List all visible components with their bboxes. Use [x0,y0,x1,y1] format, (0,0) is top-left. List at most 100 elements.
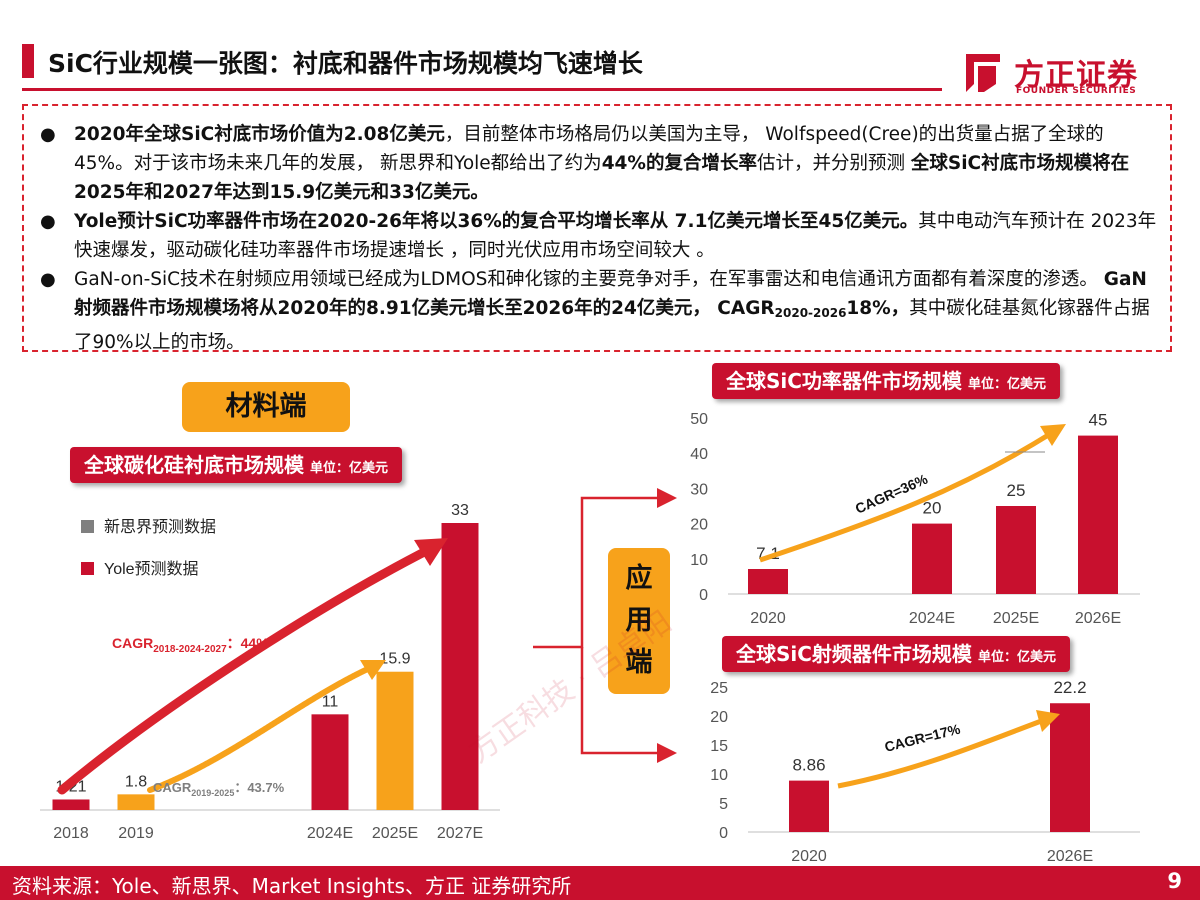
cagr-36-arrow [759,431,1052,563]
power-chart-title: 全球SiC功率器件市场规模 单位：亿美元 [712,363,1060,399]
cagr-36-label: CAGR=36% [853,470,931,516]
y-tick-label: 30 [690,481,708,498]
rf-device-chart: 0 5 10 15 20 25 8.86 2020 22.2 2026E [710,678,1140,865]
x-tick-label: 2020 [791,848,827,865]
page-number: 9 [1167,869,1182,893]
data-label: 11 [322,693,339,710]
logo-text-en: FOUNDER SECURITIES [1016,86,1137,96]
bullet-substrate: ● 2020年全球SiC衬底市场价值为2.08亿美元，目前整体市场格局仍以美国为… [36,120,1158,207]
bullet-text: 其中碳化硅基氮化镓器件占据了90%以上的市场。 [74,298,1150,353]
bullet-subscript: 2020-2026 [774,306,847,320]
data-label: 8.86 [792,756,825,775]
x-tick-label: 2019 [118,825,154,842]
title-underline [22,88,942,91]
y-tick-label: 10 [710,767,728,784]
cagr-17-arrowhead [1036,710,1060,732]
summary-box: ● 2020年全球SiC衬底市场价值为2.08亿美元，目前整体市场格局仍以美国为… [22,104,1172,353]
substrate-legend: 新思界预测数据 Yole预测数据 [81,518,216,578]
bullet-text-bold: Yole预计SiC功率器件市场在2020-26年将以36%的复合平均增长率从 7… [74,211,919,232]
y-tick-label: 15 [710,738,728,755]
cagr-44-arrow [57,543,437,795]
app-tag-char: 用 [625,605,653,636]
y-tick-label: 5 [719,796,728,813]
data-label: 45 [1089,411,1108,430]
chart-title-text: 全球SiC射频器件市场规模 [736,642,972,666]
bullet-text: 其中电动汽车预计在 2023年快速爆发，驱动碳化硅功率器件市场提速增长 ，同时光… [74,211,1157,261]
footer-bar: 资料来源：Yole、新思界、Market Insights、方正 证券研究所 9 [0,866,1200,900]
bar-2024E [311,714,349,810]
chart-unit: 单位：亿美元 [967,377,1046,392]
source-note: 资料来源：Yole、新思界、Market Insights、方正 证券研究所 [12,874,572,898]
substrate-chart-title: 全球碳化硅衬底市场规模 单位：亿美元 [70,447,403,483]
bullet-text-bold: 44%的复合增长率 [601,153,757,174]
material-side-tag: 材料端 [182,382,350,432]
cagr-437-arrow [147,664,375,793]
bar-2019 [117,794,155,810]
connector-arrow-power [533,488,677,649]
title-bar: SiC行业规模一张图：衬底和器件市场规模均飞速增长 [22,38,942,92]
y-tick-label: 20 [710,709,728,726]
bar-2020 [748,569,788,594]
page-title: SiC行业规模一张图：衬底和器件市场规模均飞速增长 [48,49,643,78]
bullet-dot-icon: ● [40,269,56,290]
rf-chart-title: 全球SiC射频器件市场规模 单位：亿美元 [722,636,1070,672]
founder-logo: 方正证券 FOUNDER SECURITIES [956,50,1176,100]
bullet-text: 估计，并分别预测 [756,153,911,174]
chart-unit: 单位：亿美元 [977,650,1056,665]
chart-unit: 单位：亿美元 [310,461,389,476]
legend-label: Yole预测数据 [104,560,199,578]
bar-2027E [441,523,479,810]
application-side-tag: 应 用 端 [608,548,670,694]
y-tick-label: 50 [690,411,708,428]
x-tick-label: 2024E [307,825,353,842]
y-tick-label: 0 [699,587,708,604]
bar-2026E [1050,703,1090,832]
bullet-text: ，目前整体市场格局仍以美国为主导， Wolfspeed(Cree)的出货量占据了… [74,124,1104,174]
x-tick-label: 2025E [372,825,418,842]
data-label: 15.9 [379,651,410,668]
bullet-text-bold: 全球SiC衬底市场规模将在2025年和2027年达到15.9亿美元和33亿美元。 [74,153,1130,203]
bullet-text-bold: 18%， [846,298,910,319]
y-tick-label: 10 [690,552,708,569]
bar-2018 [52,799,90,810]
title-accent-block [22,44,34,78]
chart-title-text: 全球SiC功率器件市场规模 [726,369,962,393]
bar-2025E [376,671,414,810]
data-label: 22.2 [1053,678,1086,697]
bullet-power: ● Yole预计SiC功率器件市场在2020-26年将以36%的复合平均增长率从… [36,207,1158,265]
cagr-44-arrowhead [414,538,448,566]
cagr-437-label: CAGR2019-2025：43.7% [153,780,285,798]
connector-arrow-rf [580,647,677,763]
legend-swatch-red [81,562,94,575]
bullet-dot-icon: ● [40,124,56,145]
y-tick-label: 0 [719,825,728,842]
legend-label: 新思界预测数据 [104,518,216,536]
x-tick-label: 2026E [1075,610,1121,627]
bullet-dot-icon: ● [40,211,56,232]
cagr-437-arrowhead [360,660,386,680]
logo-mark-icon [966,54,1000,92]
bar-2026E [1078,435,1118,594]
app-tag-char: 端 [625,647,653,678]
x-tick-label: 2026E [1047,848,1093,865]
x-tick-label: 2025E [993,610,1039,627]
logo-text-cn: 方正证券 [1014,58,1138,93]
x-tick-label: 2024E [909,610,955,627]
y-tick-label: 40 [690,446,708,463]
y-tick-label: 25 [710,680,728,697]
bullet-text: GaN-on-SiC技术在射频应用领域已经成为LDMOS和砷化镓的主要竞争对手，… [74,269,1104,290]
data-label: 25 [1007,481,1026,500]
data-label: 20 [923,499,942,518]
cagr-36-arrowhead [1040,424,1066,446]
bullet-text-bold: 2020年全球SiC衬底市场价值为2.08亿美元 [74,124,445,145]
data-label: 1.8 [125,773,147,790]
app-tag-char: 应 [625,563,653,594]
bar-2024E [912,523,952,594]
cagr-17-arrow [837,717,1045,789]
bullet-rf: ● GaN-on-SiC技术在射频应用领域已经成为LDMOS和砷化镓的主要竞争对… [36,265,1158,357]
chart-title-text: 全球碳化硅衬底市场规模 [84,453,304,477]
cagr-17-label: CAGR=17% [883,721,963,755]
y-tick-label: 20 [690,517,708,534]
